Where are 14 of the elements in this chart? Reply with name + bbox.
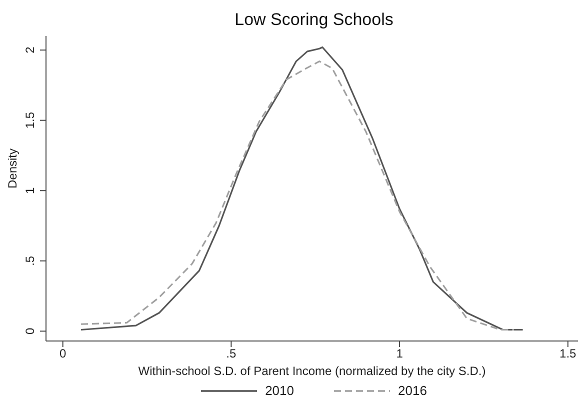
x-tick-label: .5 <box>226 346 237 361</box>
y-axis-title: Density <box>5 148 20 188</box>
x-tick-label: 1.5 <box>560 346 577 361</box>
x-axis-title: Within-school S.D. of Parent Income (normalized by the city S.D.) <box>138 364 486 378</box>
chart-title: Low Scoring Schools <box>234 9 394 31</box>
x-tick-label: 0 <box>59 346 66 361</box>
legend-label: 2016 <box>398 383 427 398</box>
legend-label: 2010 <box>265 383 294 398</box>
y-tick-label: 1.5 <box>23 112 37 129</box>
y-tick-label: 0 <box>23 328 37 335</box>
y-tick-label: .5 <box>23 256 37 266</box>
x-tick-label: 1 <box>396 346 404 361</box>
y-tick-label: 1 <box>23 186 37 194</box>
y-tick-label: 2 <box>23 46 37 54</box>
